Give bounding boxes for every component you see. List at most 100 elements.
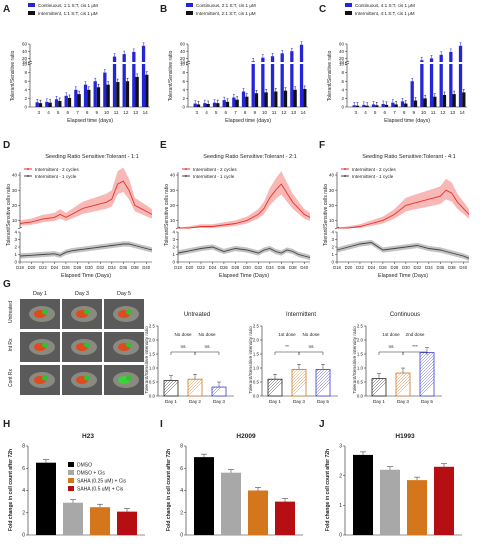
legend-marker bbox=[27, 168, 29, 170]
bar bbox=[74, 89, 78, 107]
x-tick-label: D36 bbox=[436, 265, 444, 270]
bar-hatch bbox=[419, 372, 435, 388]
x-tick-label: 9 bbox=[413, 110, 416, 115]
x-tick-label: D26 bbox=[62, 265, 70, 270]
bar bbox=[196, 104, 201, 107]
significance-mark: ns bbox=[204, 345, 210, 350]
x-tick-label: 10 bbox=[262, 110, 268, 115]
x-tick-label: D22 bbox=[356, 265, 364, 270]
y-tick-label: 40 bbox=[22, 49, 28, 54]
y-tick-label: 0 bbox=[182, 105, 185, 110]
bar bbox=[413, 100, 418, 107]
panel-label-I: I bbox=[160, 419, 163, 430]
x-tick-label: D28 bbox=[74, 265, 82, 270]
legend-label: Intermittent - 1 cycle bbox=[193, 174, 235, 179]
x-tick-label: 11 bbox=[272, 110, 277, 115]
y-tick-label: 0 bbox=[331, 260, 334, 265]
bar bbox=[353, 454, 373, 535]
y-axis-label: Tolerant/Sensitive ratio bbox=[168, 50, 174, 101]
x-tick-label: D38 bbox=[289, 265, 297, 270]
bar bbox=[270, 56, 275, 62]
annotation-label: 1st dose bbox=[382, 332, 400, 337]
panel-label-A: A bbox=[3, 4, 10, 15]
bar bbox=[429, 58, 434, 62]
y-tick-label: 20 bbox=[22, 56, 28, 61]
bar bbox=[67, 97, 72, 107]
x-tick-label: D26 bbox=[220, 265, 228, 270]
chart-G3: Continuous 0.0 0.5 1.0 1.5 2.0 2.5 Day 1 Day 3 Da… bbox=[352, 312, 442, 404]
y-axis-label: Tolerant/Sensitive cells ratio bbox=[6, 184, 12, 246]
y-tick-label: 4 bbox=[14, 230, 17, 235]
y-tick-label: 1 bbox=[331, 252, 334, 257]
y-tick-label: 1.5 bbox=[149, 352, 156, 357]
x-tick-label: 4 bbox=[205, 110, 208, 115]
bar bbox=[449, 51, 453, 62]
y-tick-label: 60 bbox=[339, 42, 345, 47]
legend-swatch bbox=[68, 478, 74, 483]
bar-hatch bbox=[267, 379, 276, 388]
bar bbox=[407, 480, 427, 535]
bar-hatch bbox=[267, 379, 270, 382]
bar-hatch bbox=[291, 369, 295, 373]
panel-label-D: D bbox=[3, 140, 10, 151]
bar bbox=[145, 74, 149, 107]
y-tick-label: 4 bbox=[331, 230, 334, 235]
y-axis-label: Tolerant/Sensitive cells ratio bbox=[323, 184, 329, 246]
chart-title: H23 bbox=[82, 433, 94, 440]
bar bbox=[116, 82, 120, 107]
legend-label: Intermittent - 2 cycles bbox=[352, 167, 396, 172]
x-tick-label: D36 bbox=[119, 265, 127, 270]
x-tick-label: Day 5 bbox=[421, 399, 433, 404]
x-tick-label: D30 bbox=[402, 265, 410, 270]
y-tick-label: 2.5 bbox=[149, 324, 156, 329]
bar-hatch bbox=[419, 360, 435, 376]
legend-marker bbox=[185, 175, 187, 177]
y-tick-label: 30 bbox=[329, 188, 335, 193]
x-tick-label: D30 bbox=[243, 265, 251, 270]
bar-hatch bbox=[371, 381, 387, 397]
x-tick-label: D28 bbox=[232, 265, 240, 270]
bar bbox=[193, 103, 197, 107]
y-tick-label: 0.5 bbox=[149, 380, 156, 385]
y-tick-label: 20 bbox=[329, 203, 335, 208]
x-tick-label: 3 bbox=[355, 110, 358, 115]
x-axis-label: Elapsed Time (Days) bbox=[61, 273, 111, 279]
microscopy-col-label: Day 5 bbox=[117, 291, 131, 297]
bar-hatch bbox=[371, 378, 381, 388]
fluorescent-spot bbox=[126, 375, 132, 381]
x-tick-label: D32 bbox=[414, 265, 422, 270]
y-tick-label: 40 bbox=[180, 49, 186, 54]
x-tick-label: D34 bbox=[425, 265, 433, 270]
bar-hatch bbox=[267, 381, 283, 397]
bar bbox=[112, 56, 117, 62]
y-tick-label: 60 bbox=[180, 42, 186, 47]
y-tick-label: 4 bbox=[24, 87, 27, 92]
x-tick-label: Day 5 bbox=[317, 399, 329, 404]
bar bbox=[420, 60, 424, 62]
y-tick-label: 1.5 bbox=[357, 352, 364, 357]
x-tick-label: 11 bbox=[114, 110, 119, 115]
y-tick-label: 0 bbox=[14, 260, 17, 265]
bar bbox=[48, 102, 52, 107]
x-tick-label: D32 bbox=[97, 265, 105, 270]
bar bbox=[264, 92, 268, 107]
x-tick-label: D20 bbox=[28, 265, 36, 270]
bar bbox=[355, 105, 360, 107]
bar bbox=[112, 64, 117, 107]
bar bbox=[83, 84, 88, 107]
bar bbox=[248, 490, 268, 535]
y-tick-label: 0.0 bbox=[357, 394, 364, 399]
legend-marker bbox=[344, 175, 346, 177]
bar bbox=[221, 472, 241, 535]
bar bbox=[410, 81, 414, 107]
y-tick-label: 20 bbox=[170, 203, 176, 208]
y-tick-label: 1 bbox=[172, 252, 175, 257]
bar-hatch bbox=[187, 379, 202, 394]
series-line-intermittent-1-cycle bbox=[336, 242, 470, 259]
bar-hatch bbox=[371, 378, 378, 385]
series-band-intermittent-2-cycles bbox=[337, 178, 469, 228]
y-tick-label: 2 bbox=[331, 245, 334, 250]
bar bbox=[299, 64, 304, 107]
bar-hatch bbox=[395, 381, 411, 397]
